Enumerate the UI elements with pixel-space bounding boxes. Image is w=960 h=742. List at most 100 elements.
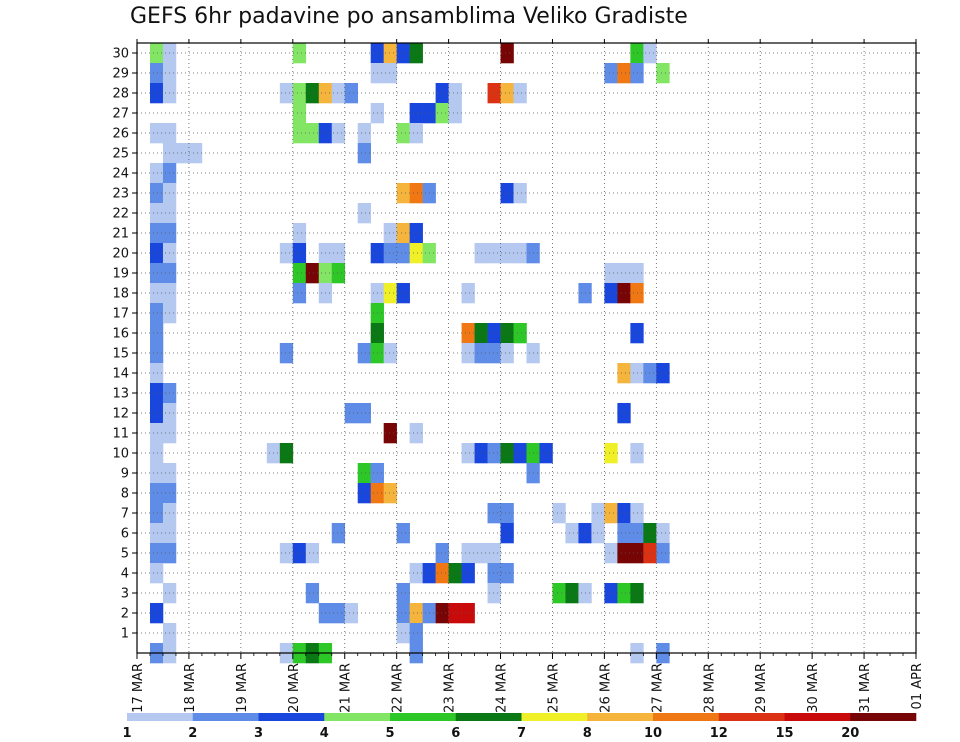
heatmap-cell	[396, 283, 410, 304]
heatmap-cell	[500, 243, 514, 264]
heatmap-cell	[617, 63, 631, 84]
heatmap-cell	[617, 263, 631, 284]
heatmap-cell	[292, 283, 307, 304]
legend-label: 8	[583, 726, 592, 741]
heatmap-cell	[331, 603, 346, 624]
legend-swatch	[653, 713, 720, 721]
x-tick-label: 30 MAR	[806, 663, 821, 713]
heatmap-cell	[513, 183, 527, 204]
heatmap-cell	[435, 563, 449, 584]
heatmap-cell	[591, 503, 605, 524]
heatmap-cell	[617, 363, 631, 384]
y-tick-label: 5	[121, 547, 129, 562]
heatmap-cell	[149, 223, 164, 244]
x-tick-label: 23 MAR	[443, 663, 458, 713]
heatmap-cell	[331, 263, 346, 284]
y-tick-label: 13	[112, 387, 129, 402]
heatmap-cell	[591, 523, 605, 544]
heatmap-cell	[357, 143, 371, 164]
heatmap-cell	[357, 463, 371, 484]
heatmap-cell	[604, 283, 618, 304]
legend-swatch	[455, 713, 522, 721]
heatmap-cell	[305, 543, 320, 564]
heatmap-cell	[409, 243, 423, 264]
heatmap-cell	[279, 343, 294, 364]
heatmap-cell	[656, 363, 670, 384]
heatmap-cell	[344, 403, 359, 424]
y-tick-label: 18	[112, 287, 129, 302]
heatmap-cell	[292, 103, 307, 124]
y-tick-label: 30	[112, 47, 129, 62]
y-tick-label: 6	[121, 527, 129, 542]
heatmap-cell	[604, 503, 618, 524]
heatmap-cell	[409, 423, 423, 444]
legend-swatch	[390, 713, 457, 721]
heatmap-cell	[149, 603, 164, 624]
y-tick-label: 11	[112, 427, 129, 442]
x-tick-label: 17 MAR	[131, 663, 146, 713]
heatmap-cell	[461, 543, 475, 564]
heatmap-cell	[448, 103, 462, 124]
heatmap-cell	[617, 283, 631, 304]
legend-label: 12	[710, 726, 728, 741]
y-tick-label: 21	[112, 227, 129, 242]
heatmap-cell	[383, 483, 397, 504]
heatmap-cell	[448, 563, 462, 584]
y-tick-label: 25	[112, 147, 129, 162]
heatmap-cell	[149, 443, 164, 464]
heatmap-cell	[331, 123, 346, 144]
y-tick-label: 14	[112, 367, 129, 382]
heatmap-cell	[461, 343, 475, 364]
legend-label: 5	[385, 726, 394, 741]
legend-label: 2	[188, 726, 197, 741]
x-tick-label: 25 MAR	[546, 663, 561, 713]
x-tick-label: 31 MAR	[858, 663, 873, 713]
heatmap-cell	[617, 503, 631, 524]
heatmap-cell	[552, 583, 566, 604]
heatmap-cell	[383, 343, 397, 364]
y-tick-label: 22	[112, 207, 129, 222]
heatmap-cell	[149, 463, 164, 484]
legend-swatch	[850, 713, 917, 721]
heatmap-cell	[487, 443, 501, 464]
heatmap-cell	[279, 83, 294, 104]
y-tick-label: 15	[112, 347, 129, 362]
legend-label: 3	[254, 726, 263, 741]
heatmap-cell	[292, 43, 307, 64]
legend-swatch	[521, 713, 588, 721]
x-tick-label: 29 MAR	[754, 663, 769, 713]
legend-swatch	[258, 713, 325, 721]
heatmap-cell	[409, 563, 423, 584]
heatmap-cell	[487, 243, 501, 264]
legend-label: 4	[320, 726, 329, 741]
heatmap-cell	[383, 283, 397, 304]
heatmap-cell	[617, 403, 631, 424]
x-tick-label: 22 MAR	[391, 663, 406, 713]
legend-swatch	[324, 713, 391, 721]
heatmap-cell	[149, 563, 164, 584]
heatmap-cell	[409, 223, 423, 244]
heatmap-cell	[149, 323, 164, 344]
heatmap-cell	[552, 503, 566, 524]
y-tick-label: 19	[112, 267, 129, 282]
heatmap-cell	[357, 343, 371, 364]
heatmap-cell	[500, 503, 514, 524]
heatmap-cell	[305, 263, 320, 284]
heatmap-cell	[409, 623, 423, 644]
legend-label: 10	[644, 726, 662, 741]
heatmap-cell	[396, 583, 410, 604]
heatmap-cell	[149, 263, 164, 284]
heatmap-cell	[500, 323, 514, 344]
heatmap-cell	[149, 163, 164, 184]
heatmap-cell	[604, 583, 618, 604]
heatmap-cell	[149, 403, 164, 424]
heatmap-cell	[500, 183, 514, 204]
x-tick-label: 27 MAR	[650, 663, 665, 713]
heatmap-cell	[487, 503, 501, 524]
heatmap-cell	[513, 83, 527, 104]
heatmap-cell	[149, 523, 164, 544]
heatmap-cell	[357, 403, 371, 424]
heatmap-cell	[409, 183, 423, 204]
heatmap-cell	[331, 243, 346, 264]
heatmap-cell	[396, 123, 410, 144]
